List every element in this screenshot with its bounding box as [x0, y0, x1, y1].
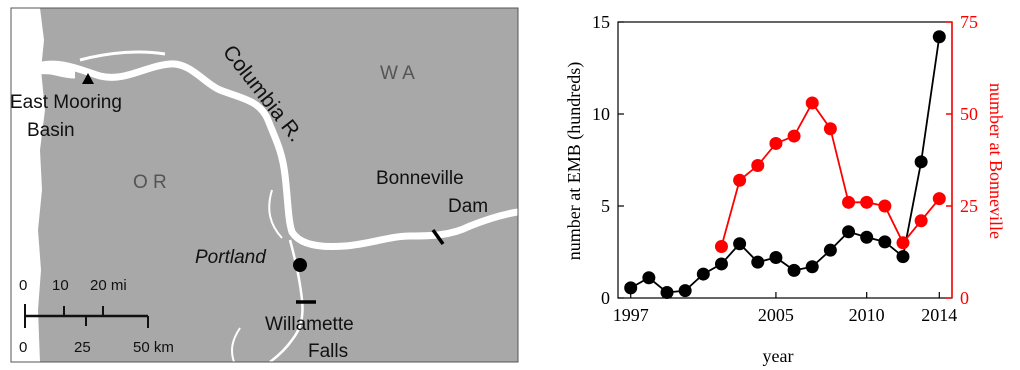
- label-willamette-2: Falls: [308, 341, 348, 362]
- y-right-tick-label: 0: [960, 288, 969, 308]
- scale-km-25: 25: [74, 339, 91, 356]
- data-point-right: [896, 236, 910, 250]
- y-right-tick-label: 25: [960, 196, 978, 216]
- map-columbia-river: [37, 60, 518, 251]
- map-ocean-coast: [11, 8, 45, 362]
- data-point-left: [842, 225, 856, 239]
- data-point-left: [932, 30, 946, 44]
- x-tick-label: 1997: [613, 305, 649, 325]
- state-label-or: O R: [133, 172, 167, 193]
- data-point-right: [932, 192, 946, 206]
- data-point-left: [733, 237, 747, 251]
- data-point-left: [823, 243, 837, 257]
- data-point-left: [769, 251, 783, 265]
- scale-bar: 0 10 20 mi 0 25 50 km: [19, 277, 174, 356]
- data-point-left: [878, 235, 892, 249]
- y-left-tick-label: 0: [601, 288, 610, 308]
- y-left-tick-label: 10: [592, 104, 610, 124]
- data-point-left: [787, 263, 801, 277]
- east-mooring-marker: [82, 73, 94, 84]
- data-point-left: [714, 257, 728, 271]
- label-willamette-1: Willamette: [265, 314, 354, 335]
- bonneville-dam-marker: [431, 228, 445, 246]
- data-point-left: [642, 271, 656, 285]
- data-point-right: [842, 195, 856, 209]
- label-east-mooring-1: East Mooring: [10, 92, 122, 113]
- data-point-right: [914, 214, 928, 228]
- scale-km-50: 50 km: [133, 339, 174, 356]
- label-bonneville-2: Dam: [448, 196, 488, 217]
- map-panel: Columbia R. W A O R East Mooring Basin P…: [10, 7, 519, 363]
- scale-mi-0: 0: [19, 277, 27, 294]
- data-point-left: [624, 281, 638, 295]
- y-axis-label-right: number at Bonneville: [986, 83, 1006, 239]
- data-point-right: [733, 173, 747, 187]
- data-point-left: [805, 260, 819, 274]
- data-point-right: [878, 199, 892, 213]
- label-bonneville-1: Bonneville: [376, 168, 464, 189]
- data-point-right: [823, 122, 837, 136]
- scale-mi-20: 20 mi: [90, 277, 127, 294]
- data-point-left: [896, 250, 910, 264]
- data-point-left: [751, 255, 765, 269]
- data-point-left: [660, 285, 674, 299]
- portland-marker: [293, 258, 307, 272]
- data-point-left: [678, 284, 692, 298]
- y-right-tick-label: 75: [960, 12, 978, 32]
- y-left-tick-label: 15: [592, 12, 610, 32]
- map-land: [11, 8, 518, 362]
- y-axis-label-left: number at EMB (hundreds): [564, 62, 585, 260]
- x-tick-label: 2010: [849, 305, 885, 325]
- state-label-wa: W A: [380, 63, 415, 84]
- map-border: [10, 7, 519, 363]
- data-point-left: [696, 267, 710, 281]
- data-point-right: [787, 129, 801, 143]
- x-tick-label: 2014: [921, 305, 957, 325]
- scale-mi-10: 10: [52, 277, 69, 294]
- x-axis-label: year: [763, 346, 794, 366]
- data-point-right: [860, 195, 874, 209]
- label-portland: Portland: [195, 247, 267, 268]
- data-point-right: [805, 96, 819, 110]
- y-left-tick-label: 5: [601, 196, 610, 216]
- label-east-mooring-2: Basin: [27, 120, 75, 141]
- data-point-right: [769, 136, 783, 150]
- data-point-left: [914, 155, 928, 169]
- data-point-left: [860, 230, 874, 244]
- chart-series: [624, 30, 946, 299]
- data-point-right: [751, 159, 765, 173]
- scale-km-0: 0: [19, 339, 27, 356]
- x-tick-label: 2005: [758, 305, 794, 325]
- data-point-right: [714, 239, 728, 253]
- y-right-tick-label: 50: [960, 104, 978, 124]
- series-line-left: [630, 36, 941, 294]
